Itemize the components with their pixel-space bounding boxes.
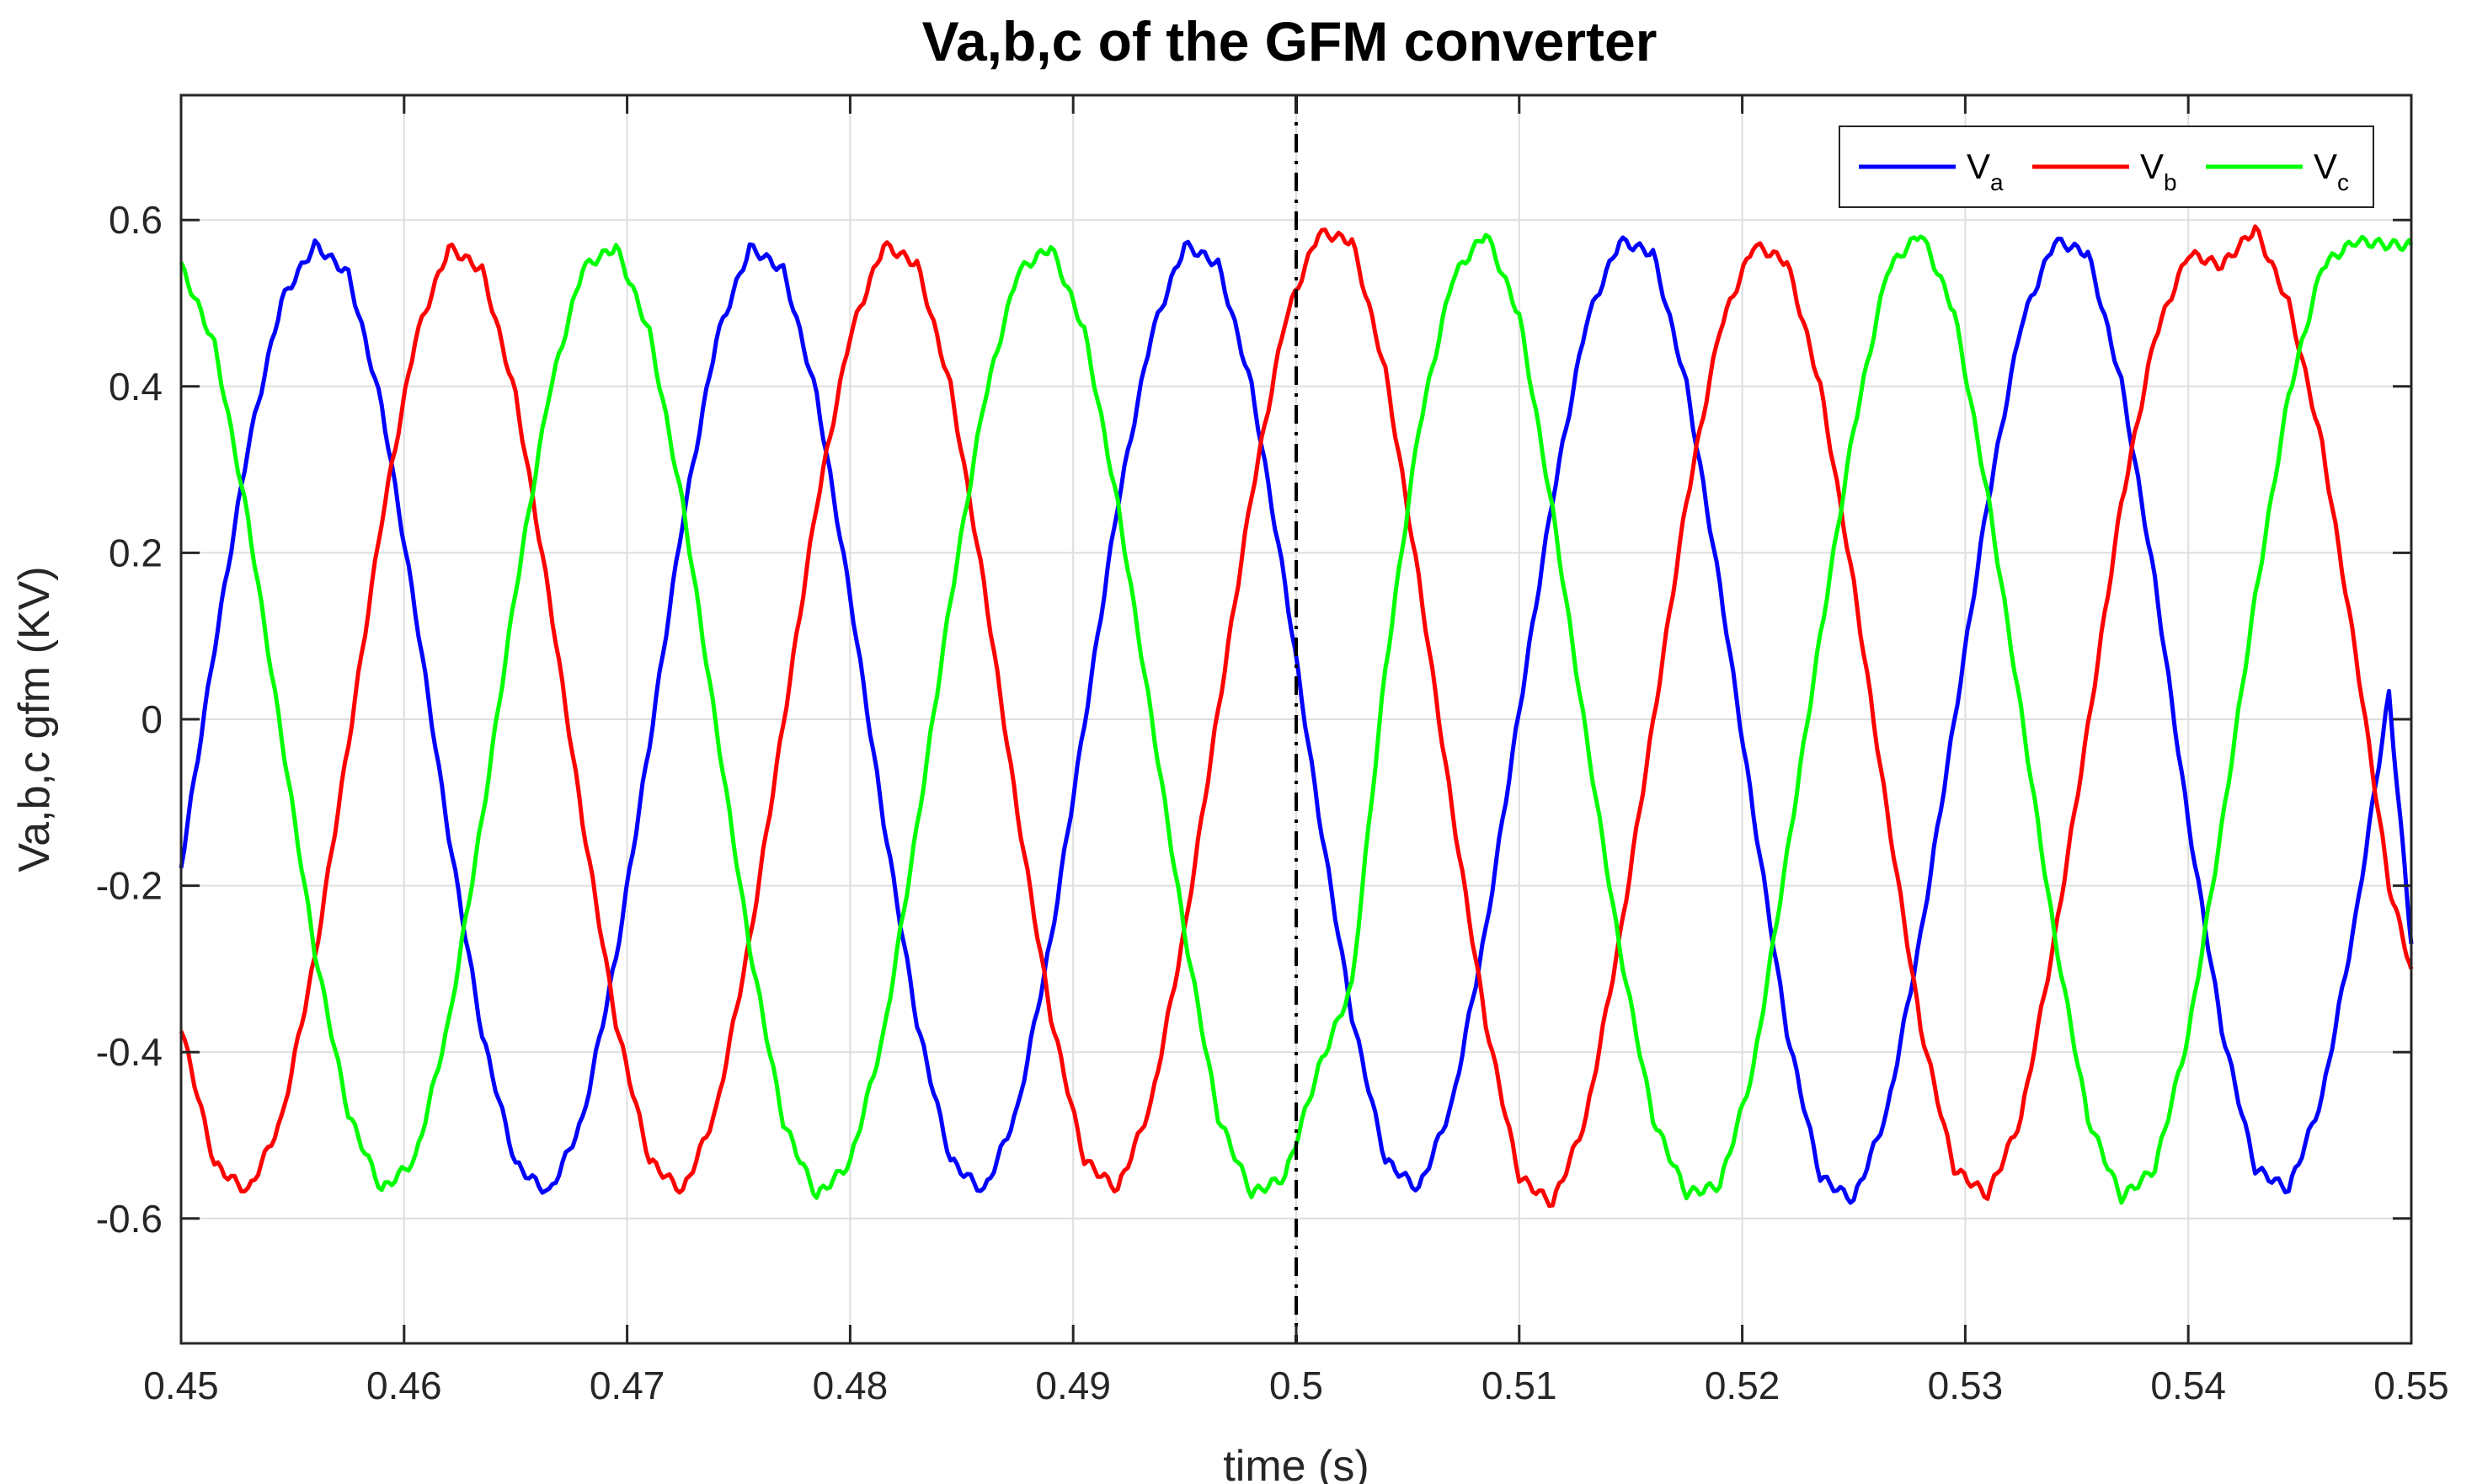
legend-subscript-a: a (1990, 169, 2004, 195)
y-tick-label-3: 0 (141, 697, 163, 741)
x-tick-label-5: 0.5 (1269, 1364, 1323, 1407)
legend-subscript-c: c (2337, 169, 2349, 195)
series-line-Vb (179, 224, 2414, 1209)
x-tick-label-2: 0.47 (590, 1364, 665, 1407)
y-axis-label: Va,b,c gfm (KV) (10, 566, 59, 872)
y-tick-label-1: -0.4 (96, 1030, 163, 1074)
x-tick-label-9: 0.54 (2150, 1364, 2226, 1407)
x-axis-label: time (s) (1223, 1442, 1369, 1484)
y-axis-ticks: -0.6 -0.4 -0.2 0 0.2 0.4 0.6 (96, 198, 2411, 1241)
y-tick-label-4: 0.2 (109, 531, 163, 574)
y-tick-label-0: -0.6 (96, 1197, 163, 1241)
series-line-Va (179, 235, 2414, 1205)
x-tick-label-3: 0.48 (813, 1364, 889, 1407)
x-tick-label-4: 0.49 (1035, 1364, 1111, 1407)
series-group (179, 224, 2414, 1209)
x-tick-label-6: 0.51 (1481, 1364, 1557, 1407)
legend: Va Vb Vc (1839, 125, 2374, 208)
x-tick-label-7: 0.52 (1705, 1364, 1780, 1407)
chart-title: Va,b,c of the GFM converter (922, 10, 1658, 72)
x-tick-label-1: 0.46 (366, 1364, 442, 1407)
x-tick-label-8: 0.53 (1928, 1364, 2004, 1407)
x-axis-ticks: 0.45 0.46 0.47 0.48 0.49 0.5 0.51 0.52 0.53 0.54 0… (143, 95, 2449, 1407)
y-tick-label-6: 0.6 (109, 198, 163, 242)
series-line-Vc (179, 232, 2414, 1205)
x-tick-label-10: 0.55 (2373, 1364, 2449, 1407)
y-tick-label-5: 0.4 (109, 365, 163, 408)
legend-subscript-b: b (2164, 169, 2177, 195)
x-tick-label-0: 0.45 (143, 1364, 219, 1407)
y-tick-label-2: -0.2 (96, 864, 163, 908)
